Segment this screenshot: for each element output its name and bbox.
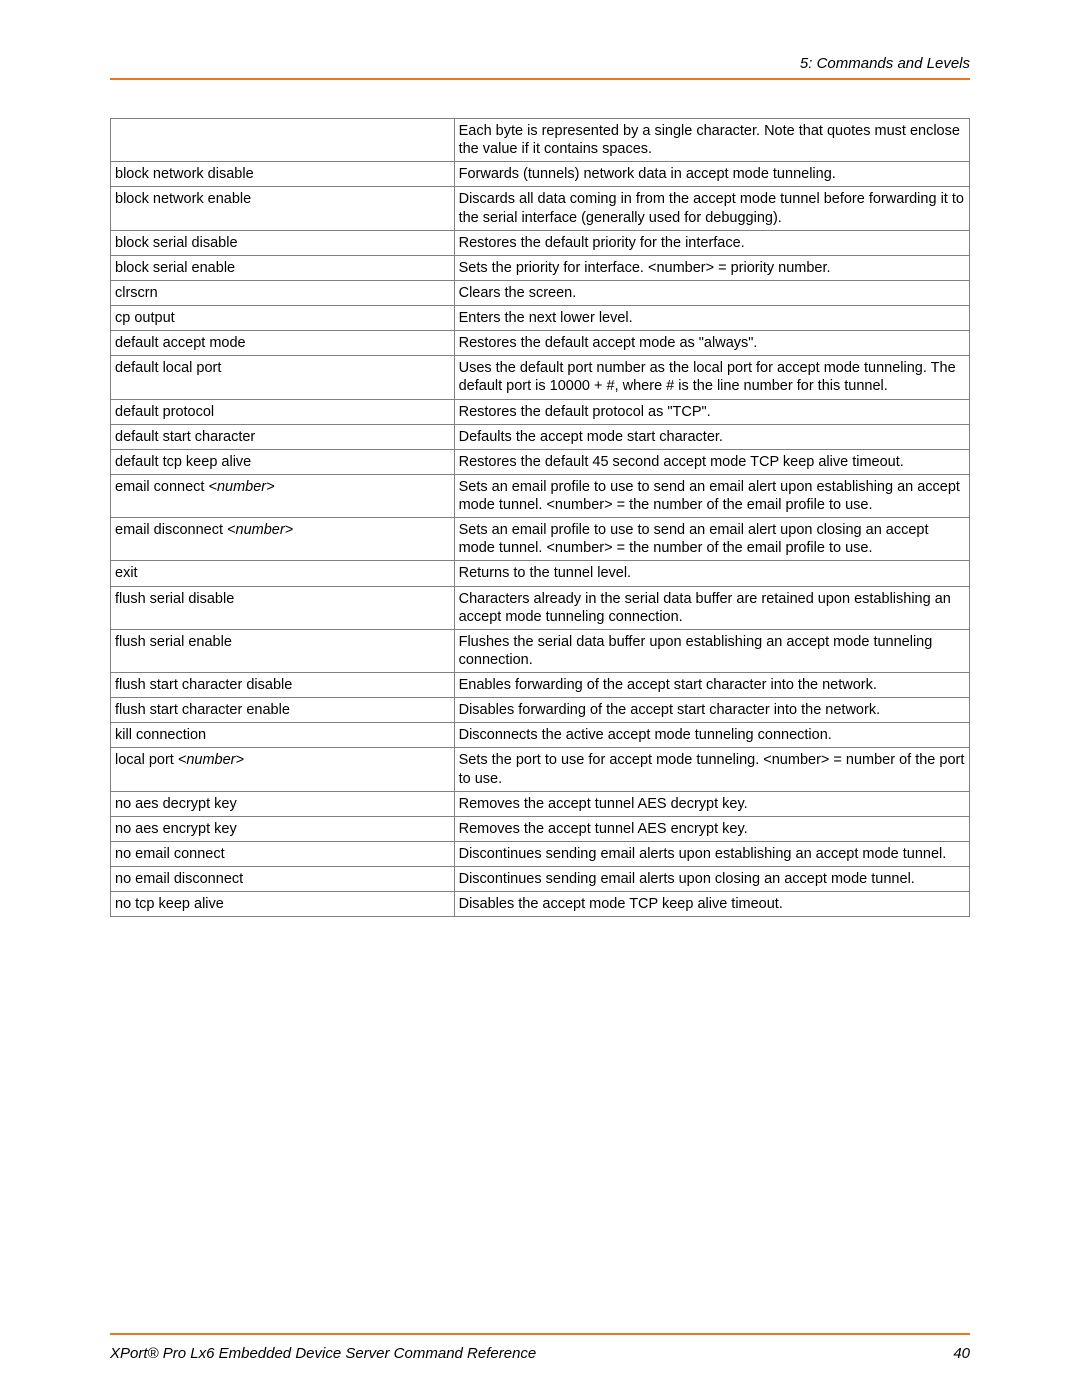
table-row: block serial enableSets the priority for… <box>111 255 970 280</box>
command-cell: default start character <box>111 424 455 449</box>
table-row: local port <number>Sets the port to use … <box>111 748 970 791</box>
table-row: no email connectDiscontinues sending ema… <box>111 841 970 866</box>
table-row: kill connectionDisconnects the active ac… <box>111 723 970 748</box>
command-cell: default tcp keep alive <box>111 449 455 474</box>
page-footer: XPort® Pro Lx6 Embedded Device Server Co… <box>110 1345 970 1362</box>
description-cell: Forwards (tunnels) network data in accep… <box>454 162 969 187</box>
description-cell: Enables forwarding of the accept start c… <box>454 673 969 698</box>
description-cell: Restores the default priority for the in… <box>454 230 969 255</box>
table-row: clrscrnClears the screen. <box>111 280 970 305</box>
table-row: flush serial enableFlushes the serial da… <box>111 629 970 672</box>
description-cell: Restores the default accept mode as "alw… <box>454 331 969 356</box>
footer-page-number: 40 <box>953 1345 970 1362</box>
description-cell: Sets an email profile to use to send an … <box>454 474 969 517</box>
command-cell: no email disconnect <box>111 867 455 892</box>
table-row: email connect <number>Sets an email prof… <box>111 474 970 517</box>
command-cell: email connect <number> <box>111 474 455 517</box>
table-row: default local portUses the default port … <box>111 356 970 399</box>
command-cell: cp output <box>111 306 455 331</box>
command-cell: flush start character disable <box>111 673 455 698</box>
command-cell: no email connect <box>111 841 455 866</box>
table-row: default protocolRestores the default pro… <box>111 399 970 424</box>
description-cell: Discards all data coming in from the acc… <box>454 187 969 230</box>
command-cell: no tcp keep alive <box>111 892 455 917</box>
command-cell: block serial enable <box>111 255 455 280</box>
description-cell: Discontinues sending email alerts upon c… <box>454 867 969 892</box>
table-row: block serial disableRestores the default… <box>111 230 970 255</box>
description-cell: Sets the priority for interface. <number… <box>454 255 969 280</box>
description-cell: Removes the accept tunnel AES decrypt ke… <box>454 791 969 816</box>
table-row: cp outputEnters the next lower level. <box>111 306 970 331</box>
table-row: block network disableForwards (tunnels) … <box>111 162 970 187</box>
table-row: flush start character enableDisables for… <box>111 698 970 723</box>
table-row: flush start character disableEnables for… <box>111 673 970 698</box>
command-cell: default accept mode <box>111 331 455 356</box>
page: 5: Commands and Levels Each byte is repr… <box>0 0 1080 1397</box>
table-row: no tcp keep aliveDisables the accept mod… <box>111 892 970 917</box>
command-cell: default local port <box>111 356 455 399</box>
description-cell: Discontinues sending email alerts upon e… <box>454 841 969 866</box>
command-cell: local port <number> <box>111 748 455 791</box>
command-cell: block network enable <box>111 187 455 230</box>
description-cell: Returns to the tunnel level. <box>454 561 969 586</box>
command-cell: no aes decrypt key <box>111 791 455 816</box>
table-row: exitReturns to the tunnel level. <box>111 561 970 586</box>
description-cell: Removes the accept tunnel AES encrypt ke… <box>454 816 969 841</box>
table-row: default start characterDefaults the acce… <box>111 424 970 449</box>
command-cell <box>111 119 455 162</box>
description-cell: Restores the default 45 second accept mo… <box>454 449 969 474</box>
description-cell: Disables forwarding of the accept start … <box>454 698 969 723</box>
table-row: no aes decrypt keyRemoves the accept tun… <box>111 791 970 816</box>
command-cell: flush serial disable <box>111 586 455 629</box>
section-title: 5: Commands and Levels <box>800 55 970 72</box>
command-cell: flush start character enable <box>111 698 455 723</box>
table-row: default accept modeRestores the default … <box>111 331 970 356</box>
table-row: no email disconnectDiscontinues sending … <box>111 867 970 892</box>
content-area: Each byte is represented by a single cha… <box>110 118 970 1305</box>
table-row: email disconnect <number>Sets an email p… <box>111 518 970 561</box>
description-cell: Restores the default protocol as "TCP". <box>454 399 969 424</box>
description-cell: Each byte is represented by a single cha… <box>454 119 969 162</box>
command-cell: exit <box>111 561 455 586</box>
description-cell: Defaults the accept mode start character… <box>454 424 969 449</box>
commands-table: Each byte is represented by a single cha… <box>110 118 970 917</box>
command-cell: clrscrn <box>111 280 455 305</box>
description-cell: Disconnects the active accept mode tunne… <box>454 723 969 748</box>
table-row: no aes encrypt keyRemoves the accept tun… <box>111 816 970 841</box>
command-cell: block network disable <box>111 162 455 187</box>
description-cell: Sets an email profile to use to send an … <box>454 518 969 561</box>
table-row: block network enableDiscards all data co… <box>111 187 970 230</box>
command-cell: default protocol <box>111 399 455 424</box>
table-row: Each byte is represented by a single cha… <box>111 119 970 162</box>
description-cell: Disables the accept mode TCP keep alive … <box>454 892 969 917</box>
header-rule <box>110 78 970 80</box>
description-cell: Flushes the serial data buffer upon esta… <box>454 629 969 672</box>
table-row: flush serial disableCharacters already i… <box>111 586 970 629</box>
description-cell: Characters already in the serial data bu… <box>454 586 969 629</box>
footer-doc-title: XPort® Pro Lx6 Embedded Device Server Co… <box>110 1345 536 1362</box>
description-cell: Uses the default port number as the loca… <box>454 356 969 399</box>
description-cell: Sets the port to use for accept mode tun… <box>454 748 969 791</box>
table-row: default tcp keep aliveRestores the defau… <box>111 449 970 474</box>
command-cell: flush serial enable <box>111 629 455 672</box>
footer-rule <box>110 1333 970 1335</box>
description-cell: Enters the next lower level. <box>454 306 969 331</box>
command-cell: block serial disable <box>111 230 455 255</box>
command-cell: email disconnect <number> <box>111 518 455 561</box>
page-header: 5: Commands and Levels <box>110 55 970 78</box>
description-cell: Clears the screen. <box>454 280 969 305</box>
command-cell: kill connection <box>111 723 455 748</box>
spacer <box>110 1305 970 1333</box>
command-cell: no aes encrypt key <box>111 816 455 841</box>
